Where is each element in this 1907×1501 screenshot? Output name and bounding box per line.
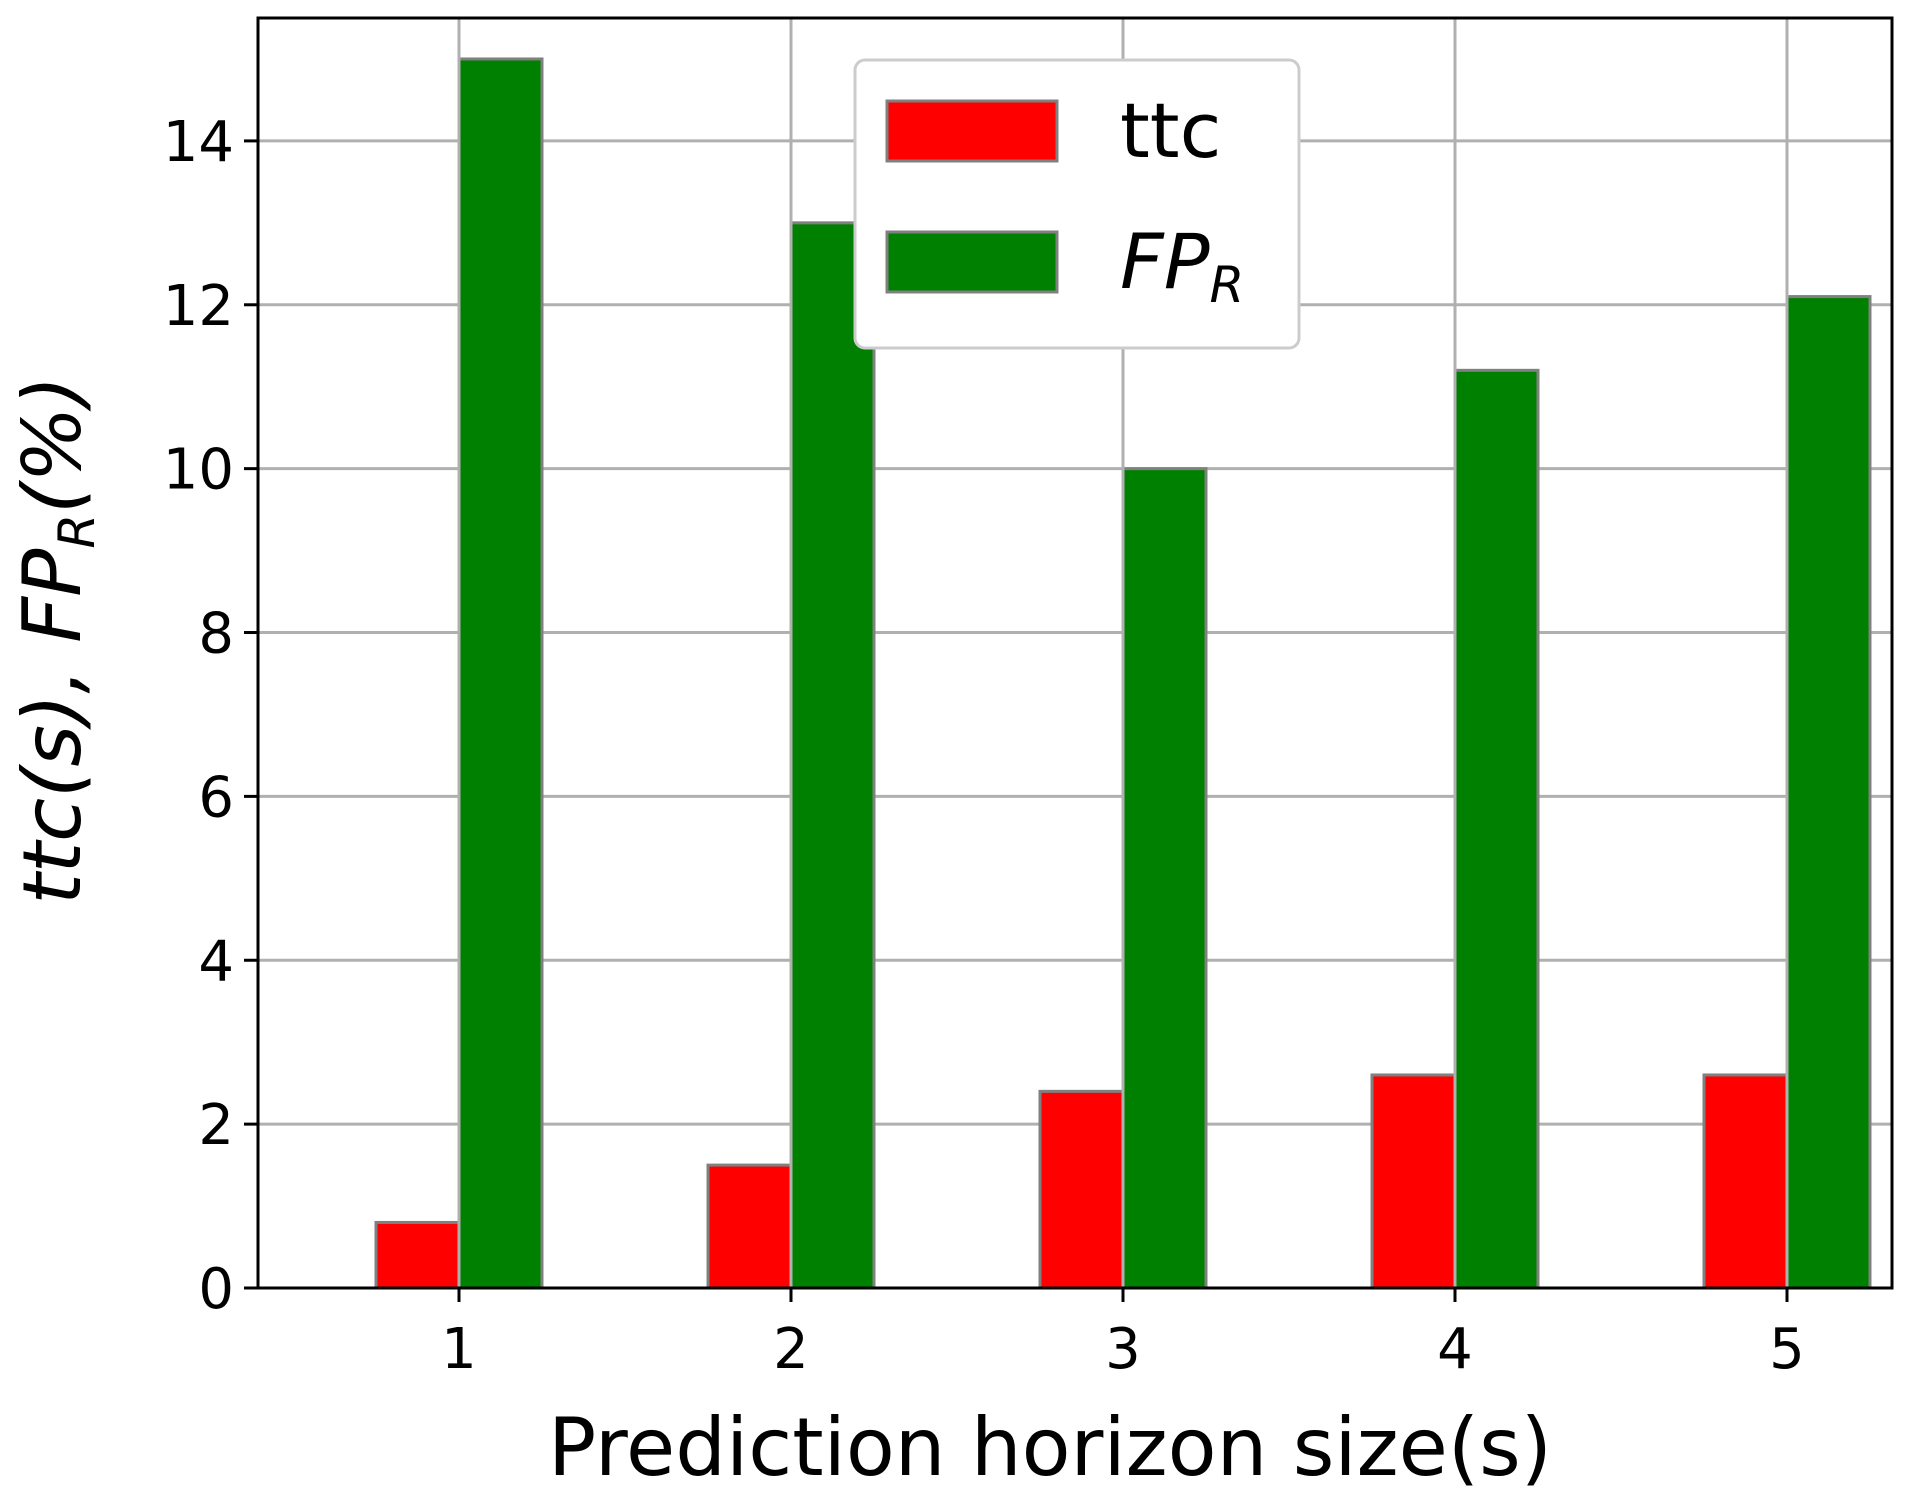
legend-label-ttc: ttc: [1120, 86, 1221, 175]
bar-ttc-3: [1038, 1089, 1125, 1290]
x-tick-label: 4: [1437, 1317, 1473, 1382]
bar-fpr-4: [1453, 368, 1540, 1290]
plot-frame: [256, 16, 1894, 1290]
y-tick-label: 12: [163, 274, 234, 339]
y-tick-label: 14: [163, 110, 234, 175]
legend-swatch-fpr: [885, 230, 1059, 294]
y-tick-label: 0: [198, 1257, 234, 1322]
y-tick-label: 4: [198, 929, 234, 994]
bar-fpr-1: [457, 57, 544, 1290]
bar-ttc-5: [1702, 1073, 1789, 1290]
legend-swatch-ttc: [885, 99, 1059, 163]
x-axis-ticks: 1 2 3 4 5: [441, 1288, 1805, 1382]
bar-ttc-2: [706, 1163, 793, 1290]
x-tick-label: 3: [1105, 1317, 1141, 1382]
bar-fpr-2: [789, 221, 876, 1290]
bar-fpr-5: [1785, 295, 1872, 1290]
y-axis-ticks: 0 2 4 6 8 10 12 14: [163, 110, 258, 1322]
legend-label-fpr: FPR: [1120, 217, 1244, 314]
x-axis-title: Prediction horizon size(s): [548, 1401, 1552, 1494]
x-tick-label: 5: [1769, 1317, 1805, 1382]
y-tick-label: 8: [198, 602, 234, 667]
x-tick-label: 2: [773, 1317, 809, 1382]
y-tick-label: 10: [163, 438, 234, 503]
x-tick-label: 1: [441, 1317, 477, 1382]
y-tick-label: 6: [198, 765, 234, 830]
y-tick-label: 2: [198, 1093, 234, 1158]
bar-ttc-1: [374, 1220, 461, 1290]
bar-ttc-4: [1370, 1073, 1457, 1290]
bar-fpr-3: [1121, 467, 1208, 1290]
bars: [374, 57, 1872, 1290]
y-axis-title: ttc(s), FPR(%): [6, 375, 106, 904]
legend: ttc FPR: [853, 58, 1301, 350]
